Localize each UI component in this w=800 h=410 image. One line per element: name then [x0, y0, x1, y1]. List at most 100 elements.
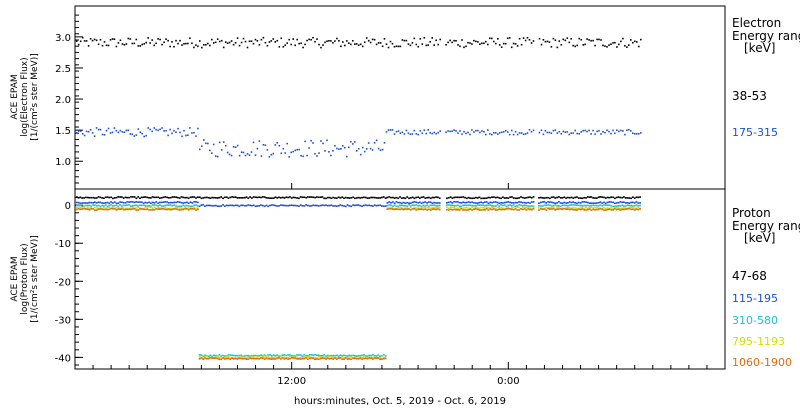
data-point-310-580	[207, 355, 210, 358]
data-point-115-195	[184, 201, 186, 204]
data-point-795-1193	[294, 356, 297, 358]
data-point-47-68	[635, 196, 638, 198]
data-point-47-68	[323, 197, 326, 200]
data-point-310-580	[103, 205, 105, 207]
data-point-175-315	[284, 152, 286, 154]
proton-legend: Proton Energy ranges [keV] 47-68 115-195…	[732, 206, 800, 369]
data-point-1060-1900	[489, 208, 492, 210]
data-point-47-68	[95, 197, 98, 199]
data-point-310-580	[426, 204, 428, 206]
data-point-115-195	[84, 202, 87, 204]
data-point-1060-1900	[624, 208, 627, 210]
data-point-115-195	[469, 201, 472, 204]
data-point-795-1193	[402, 207, 405, 210]
data-point-175-315	[216, 155, 219, 158]
data-point-115-195	[583, 201, 586, 203]
data-point-38-53	[189, 37, 191, 39]
data-point-38-53	[568, 41, 571, 44]
data-point-38-53	[115, 45, 118, 48]
data-point-795-1193	[319, 356, 322, 358]
data-point-38-53	[542, 39, 545, 41]
data-point-38-53	[123, 44, 126, 46]
data-point-795-1193	[269, 357, 271, 359]
data-point-47-68	[258, 196, 261, 198]
data-point-47-68	[478, 196, 481, 199]
data-point-175-315	[387, 129, 390, 131]
data-point-175-315	[544, 130, 547, 132]
data-point-38-53	[344, 44, 346, 47]
data-point-1060-1900	[128, 208, 131, 211]
data-point-47-68	[498, 197, 501, 199]
data-point-175-315	[463, 130, 465, 133]
data-point-1060-1900	[429, 209, 432, 211]
data-point-1060-1900	[512, 208, 515, 211]
data-point-310-580	[518, 204, 521, 206]
data-point-175-315	[270, 153, 273, 156]
data-point-795-1193	[419, 207, 421, 210]
data-point-38-53	[479, 43, 481, 45]
data-point-310-580	[415, 204, 418, 206]
data-point-175-315	[121, 131, 124, 133]
data-point-175-315	[199, 148, 201, 151]
data-point-38-53	[626, 46, 628, 48]
data-point-1060-1900	[549, 208, 551, 210]
data-point-38-53	[169, 45, 171, 48]
electron-y-axis: 1.01.52.02.53.0	[55, 14, 83, 184]
data-point-115-195	[144, 201, 147, 204]
data-point-47-68	[112, 197, 114, 200]
data-point-175-315	[399, 132, 402, 134]
data-point-310-580	[449, 204, 452, 207]
data-point-1060-1900	[415, 209, 418, 211]
data-point-795-1193	[363, 355, 365, 358]
data-point-1060-1900	[222, 357, 224, 359]
data-point-795-1193	[471, 206, 474, 209]
data-point-175-315	[425, 132, 428, 135]
data-point-115-195	[390, 201, 392, 204]
data-point-47-68	[520, 196, 522, 198]
data-point-115-195	[319, 204, 322, 207]
data-point-310-580	[261, 355, 264, 357]
data-point-310-580	[348, 354, 351, 357]
data-point-38-53	[405, 39, 408, 42]
data-point-1060-1900	[585, 209, 587, 211]
data-point-38-53	[127, 37, 130, 40]
data-point-795-1193	[314, 356, 316, 359]
data-point-115-195	[597, 201, 600, 204]
data-point-310-580	[234, 354, 237, 357]
data-point-115-195	[245, 204, 248, 207]
data-point-38-53	[195, 44, 197, 46]
data-point-795-1193	[633, 207, 636, 210]
data-point-47-68	[81, 197, 84, 199]
data-point-175-315	[181, 135, 183, 138]
data-point-795-1193	[330, 356, 333, 358]
data-point-47-68	[326, 196, 329, 199]
data-point-310-580	[354, 354, 356, 357]
data-point-38-53	[207, 42, 209, 45]
data-point-175-315	[346, 155, 348, 158]
data-point-115-195	[386, 202, 389, 204]
data-point-1060-1900	[113, 208, 116, 210]
data-point-175-315	[407, 132, 410, 135]
proton-plot-frame	[74, 188, 726, 370]
data-point-310-580	[603, 204, 605, 206]
data-point-795-1193	[117, 206, 120, 209]
data-point-115-195	[406, 201, 409, 204]
data-point-38-53	[312, 36, 314, 39]
electron-legend-title-1: Electron	[732, 16, 781, 30]
data-point-38-53	[544, 40, 547, 43]
data-point-795-1193	[361, 356, 363, 359]
data-point-47-68	[301, 196, 304, 199]
data-point-795-1193	[585, 206, 587, 209]
data-point-1060-1900	[131, 208, 134, 210]
data-point-175-315	[520, 132, 523, 134]
data-point-795-1193	[357, 356, 360, 358]
data-point-310-580	[308, 354, 311, 356]
data-point-38-53	[121, 43, 124, 45]
data-point-115-195	[610, 201, 613, 203]
data-point-115-195	[83, 202, 85, 204]
data-point-115-195	[298, 205, 300, 207]
data-point-795-1193	[545, 206, 548, 209]
data-point-1060-1900	[88, 209, 91, 211]
data-point-47-68	[130, 196, 132, 198]
data-point-38-53	[101, 44, 104, 47]
